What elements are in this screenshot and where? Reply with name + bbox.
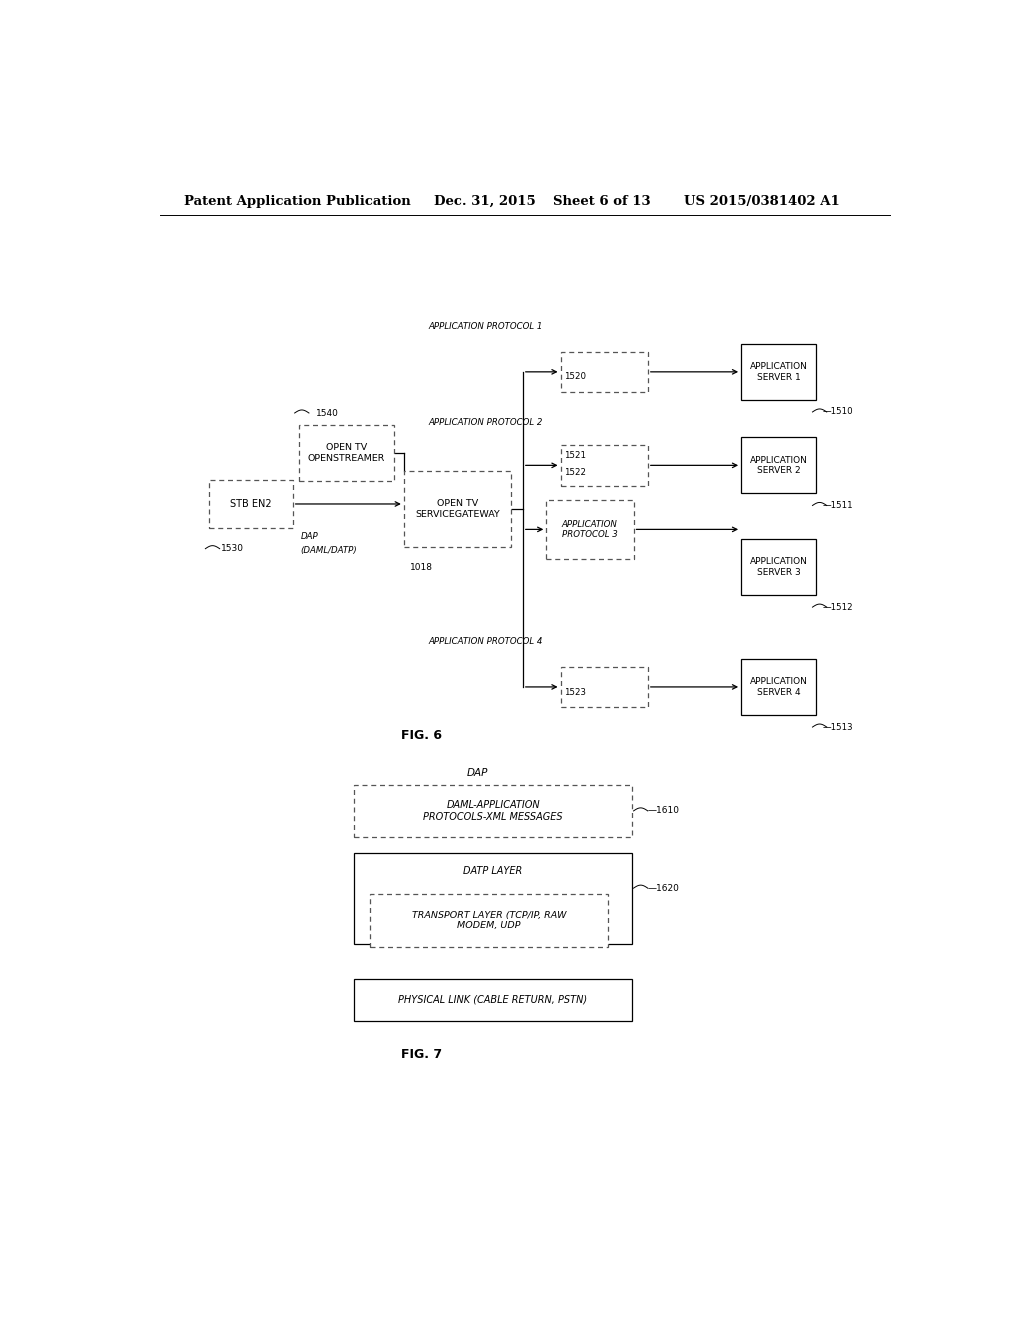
Text: APPLICATION
PROTOCOL 3: APPLICATION PROTOCOL 3 [562, 520, 617, 539]
Text: 1523: 1523 [564, 688, 587, 697]
Text: 1520: 1520 [564, 372, 587, 381]
Text: PHYSICAL LINK (CABLE RETURN, PSTN): PHYSICAL LINK (CABLE RETURN, PSTN) [398, 995, 588, 1005]
Text: —1512: —1512 [823, 603, 853, 611]
Text: 1530: 1530 [221, 544, 245, 553]
Text: DAP: DAP [467, 768, 487, 779]
Bar [403, 471, 511, 548]
Text: 1540: 1540 [316, 408, 339, 417]
Text: TRANSPORT LAYER (TCP/IP, RAW
MODEM, UDP: TRANSPORT LAYER (TCP/IP, RAW MODEM, UDP [412, 911, 566, 931]
Text: APPLICATION
SERVER 3: APPLICATION SERVER 3 [750, 557, 808, 577]
Text: (DAML/DATP): (DAML/DATP) [301, 546, 357, 556]
Text: OPEN TV
SERVICEGATEWAY: OPEN TV SERVICEGATEWAY [415, 499, 500, 519]
Text: —1510: —1510 [823, 408, 853, 417]
Bar [354, 978, 632, 1022]
Bar [354, 853, 632, 944]
Text: —1610: —1610 [648, 807, 680, 816]
Bar [741, 659, 816, 715]
Text: Patent Application Publication: Patent Application Publication [183, 194, 411, 207]
Text: APPLICATION PROTOCOL 4: APPLICATION PROTOCOL 4 [428, 636, 543, 645]
Text: APPLICATION PROTOCOL 1: APPLICATION PROTOCOL 1 [428, 322, 543, 330]
Text: Dec. 31, 2015: Dec. 31, 2015 [433, 194, 536, 207]
Text: DAML-APPLICATION
PROTOCOLS-XML MESSAGES: DAML-APPLICATION PROTOCOLS-XML MESSAGES [423, 800, 563, 822]
Text: 1522: 1522 [564, 469, 587, 477]
Bar [370, 894, 608, 948]
Text: DAP: DAP [301, 532, 318, 541]
Text: FIG. 7: FIG. 7 [401, 1048, 442, 1061]
Text: APPLICATION PROTOCOL 2: APPLICATION PROTOCOL 2 [428, 418, 543, 428]
Bar [299, 425, 394, 480]
Text: FIG. 6: FIG. 6 [401, 729, 442, 742]
Text: —1511: —1511 [823, 502, 853, 510]
Text: APPLICATION
SERVER 1: APPLICATION SERVER 1 [750, 362, 808, 381]
Bar [560, 667, 648, 708]
Bar [209, 479, 293, 528]
Bar [741, 345, 816, 400]
Text: —1620: —1620 [648, 883, 680, 892]
Text: 1018: 1018 [411, 564, 433, 572]
Bar [741, 539, 816, 595]
Text: APPLICATION
SERVER 4: APPLICATION SERVER 4 [750, 677, 808, 697]
Text: 1521: 1521 [564, 450, 587, 459]
Bar [560, 351, 648, 392]
Bar [354, 784, 632, 837]
Text: STB EN2: STB EN2 [230, 499, 271, 510]
Text: Sheet 6 of 13: Sheet 6 of 13 [553, 194, 650, 207]
Text: OPEN TV
OPENSTREAMER: OPEN TV OPENSTREAMER [307, 444, 385, 463]
Text: DATP LAYER: DATP LAYER [464, 866, 522, 876]
Text: US 2015/0381402 A1: US 2015/0381402 A1 [684, 194, 840, 207]
Text: APPLICATION
SERVER 2: APPLICATION SERVER 2 [750, 455, 808, 475]
Bar [560, 445, 648, 486]
Bar [546, 500, 634, 558]
Text: —1513: —1513 [823, 722, 853, 731]
Bar [741, 437, 816, 494]
